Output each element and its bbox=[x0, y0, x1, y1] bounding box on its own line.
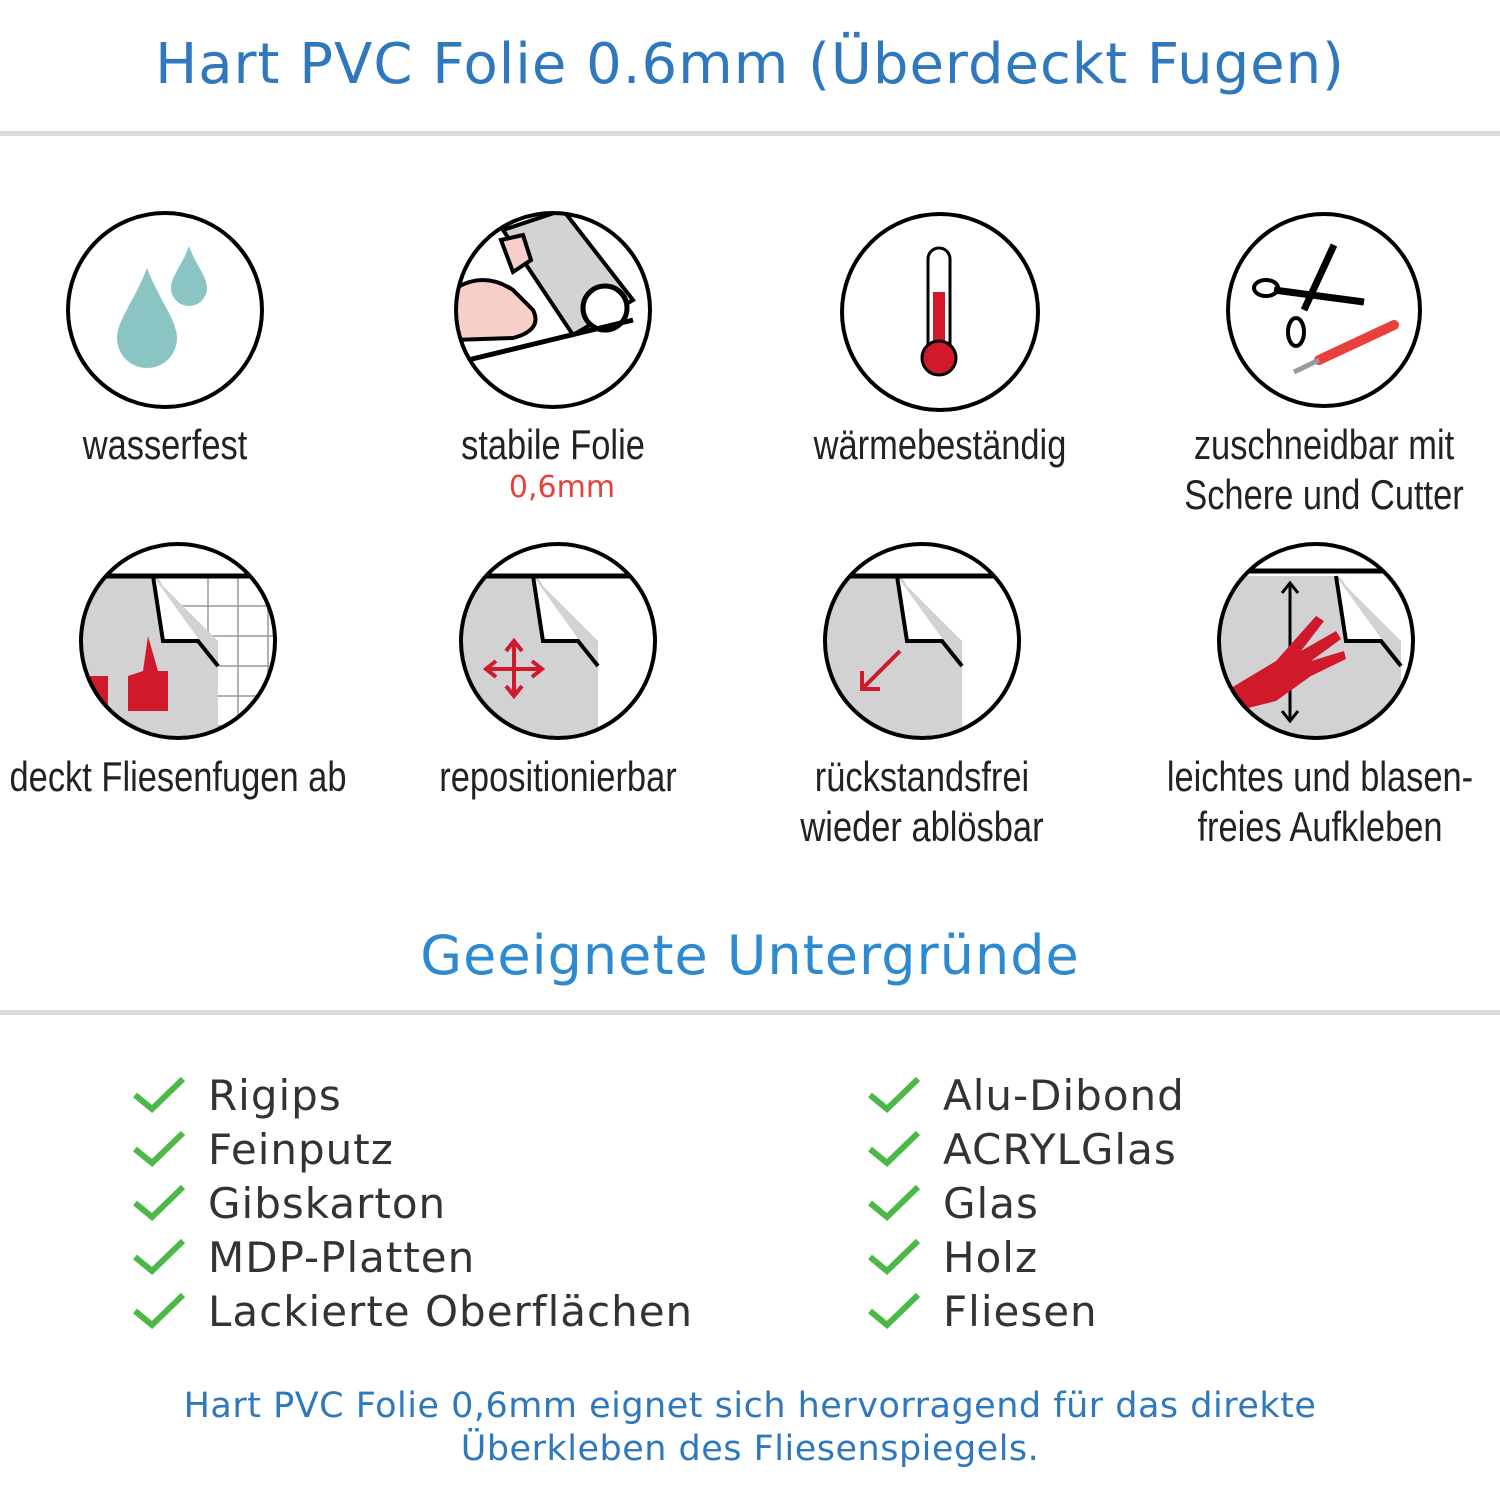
feature-sublabel: 0,6mm bbox=[508, 470, 616, 505]
feature-label: leichtes und blasen- freies Aufkleben bbox=[1148, 752, 1492, 852]
surface-label: Fliesen bbox=[943, 1286, 1098, 1336]
surface-label: Holz bbox=[943, 1232, 1038, 1282]
surfaces-list-right: Alu-Dibond ACRYLGlas Glas Holz Fliesen bbox=[867, 1068, 1185, 1338]
divider bbox=[0, 131, 1500, 136]
surface-item: Feinputz bbox=[132, 1122, 693, 1176]
footer-note: Hart PVC Folie 0,6mm eignet sich hervorr… bbox=[0, 1385, 1500, 1471]
scissors-cutter-icon bbox=[1226, 212, 1422, 408]
feature-label: wasserfest bbox=[82, 421, 248, 468]
check-icon bbox=[133, 1130, 186, 1168]
surface-item: Holz bbox=[867, 1230, 1185, 1284]
water-drops-icon bbox=[66, 211, 264, 409]
surface-label: MDP-Platten bbox=[208, 1232, 476, 1282]
feature-label: wärmebeständig bbox=[813, 421, 1067, 468]
label-line: leichtes und blasen- bbox=[1166, 753, 1474, 800]
surface-label: Lackierte Oberflächen bbox=[208, 1286, 694, 1336]
label-line: freies Aufkleben bbox=[1197, 803, 1443, 850]
check-icon bbox=[868, 1076, 921, 1114]
feature-label: repositionierbar bbox=[439, 753, 677, 800]
surface-label: Alu-Dibond bbox=[943, 1070, 1185, 1120]
feature-label: rückstandsfrei wieder ablösbar bbox=[750, 752, 1094, 852]
label-line: zuschneidbar mit bbox=[1193, 421, 1455, 468]
surface-label: Gibskarton bbox=[208, 1178, 447, 1228]
thermometer-icon bbox=[840, 212, 1040, 412]
check-icon bbox=[868, 1130, 921, 1168]
surface-item: MDP-Platten bbox=[132, 1230, 693, 1284]
footer-line: Überkleben des Fliesenspiegels. bbox=[460, 1429, 1040, 1469]
surface-item: ACRYLGlas bbox=[867, 1122, 1185, 1176]
check-icon bbox=[868, 1238, 921, 1276]
check-icon bbox=[133, 1184, 186, 1222]
feature-label: deckt Fliesenfugen ab bbox=[9, 753, 347, 800]
surface-item: Rigips bbox=[132, 1068, 693, 1122]
check-icon bbox=[133, 1238, 186, 1276]
check-icon bbox=[868, 1292, 921, 1330]
surface-item: Glas bbox=[867, 1176, 1185, 1230]
footer-line: Hart PVC Folie 0,6mm eignet sich hervorr… bbox=[183, 1386, 1317, 1426]
surface-label: Rigips bbox=[208, 1070, 342, 1120]
move-arrows-icon bbox=[459, 542, 657, 740]
divider bbox=[0, 1010, 1500, 1015]
check-icon bbox=[133, 1076, 186, 1114]
label-line: wieder ablösbar bbox=[800, 803, 1044, 850]
surface-label: Feinputz bbox=[208, 1124, 394, 1174]
surface-label: ACRYLGlas bbox=[943, 1124, 1177, 1174]
surfaces-list-left: Rigips Feinputz Gibskarton MDP-Platten Lacki… bbox=[132, 1068, 693, 1338]
section-title: Geeignete Untergründe bbox=[420, 924, 1080, 987]
surface-item: Lackierte Oberflächen bbox=[132, 1284, 693, 1338]
surface-item: Alu-Dibond bbox=[867, 1068, 1185, 1122]
label-line: rückstandsfrei bbox=[814, 753, 1030, 800]
check-icon bbox=[133, 1292, 186, 1330]
strong-arm-roll-icon bbox=[454, 211, 652, 409]
surface-label: Glas bbox=[943, 1178, 1039, 1228]
label-line: Schere und Cutter bbox=[1184, 471, 1464, 518]
surface-item: Gibskarton bbox=[132, 1176, 693, 1230]
feature-label: zuschneidbar mit Schere und Cutter bbox=[1152, 420, 1496, 520]
surface-item: Fliesen bbox=[867, 1284, 1185, 1338]
thumbs-up-tile-icon bbox=[79, 542, 277, 740]
hand-smoothing-icon bbox=[1217, 542, 1415, 740]
feature-label: stabile Folie bbox=[461, 421, 645, 468]
check-icon bbox=[868, 1184, 921, 1222]
page-title: Hart PVC Folie 0.6mm (Überdeckt Fugen) bbox=[155, 32, 1345, 97]
peel-arrow-icon bbox=[823, 542, 1021, 740]
